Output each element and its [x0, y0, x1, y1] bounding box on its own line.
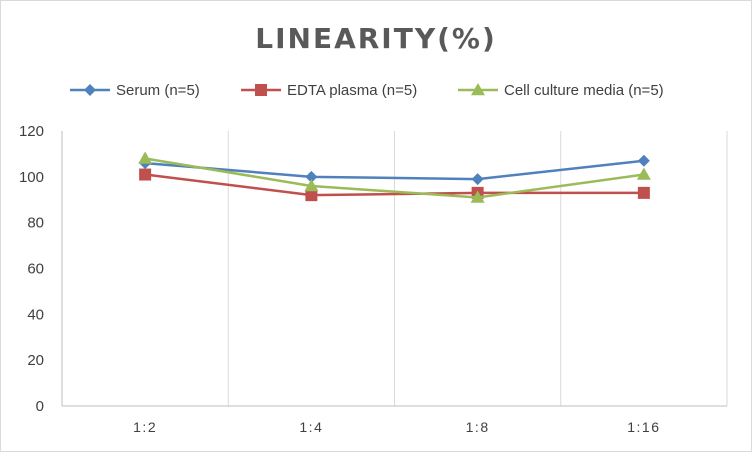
- data-point: [305, 170, 318, 183]
- data-point: [139, 168, 152, 181]
- x-tick-label: 1:16: [627, 419, 660, 435]
- legend-item: Cell culture media (n=5): [458, 82, 664, 99]
- data-point: [471, 173, 484, 186]
- data-point: [304, 179, 319, 192]
- x-axis: 1:2 1:4 1:8 1:16: [62, 405, 727, 435]
- legend-marker: [255, 84, 267, 96]
- legend-marker: [84, 84, 96, 96]
- data-point: [637, 186, 650, 199]
- series-line: [145, 159, 645, 181]
- legend-item: Serum (n=5): [70, 82, 200, 99]
- chart-title: LINEARITY(%): [255, 22, 497, 55]
- data-point: [138, 151, 153, 164]
- legend-marker: [471, 83, 485, 96]
- y-tick-label: 40: [27, 306, 44, 323]
- y-tick-label: 20: [27, 352, 44, 369]
- y-tick-label: 100: [19, 169, 44, 186]
- y-axis: 0 20 40 60 80 100 120: [19, 123, 63, 415]
- data-point: [470, 190, 485, 203]
- legend: Serum (n=5) EDTA plasma (n=5) Cell culture…: [70, 82, 664, 99]
- y-tick-label: 0: [36, 398, 44, 415]
- y-tick-label: 120: [19, 123, 44, 140]
- series-cell: [138, 151, 651, 203]
- legend-item: EDTA plasma (n=5): [241, 82, 417, 99]
- series-line: [144, 173, 644, 197]
- legend-label: Cell culture media (n=5): [504, 82, 664, 99]
- y-tick-label: 80: [27, 215, 44, 232]
- data-point: [305, 189, 318, 202]
- series-group: [138, 151, 651, 203]
- x-tick-label: 1:2: [133, 419, 157, 435]
- series-line: [144, 157, 645, 199]
- data-point: [636, 167, 651, 180]
- grid: [227, 131, 728, 406]
- data-point: [637, 154, 650, 167]
- x-tick-label: 1:8: [466, 419, 490, 435]
- x-tick-label: 1:4: [299, 419, 323, 435]
- legend-label: Serum (n=5): [116, 82, 200, 99]
- series-serum: [139, 154, 650, 186]
- y-tick-label: 60: [27, 261, 44, 278]
- legend-label: EDTA plasma (n=5): [287, 82, 417, 99]
